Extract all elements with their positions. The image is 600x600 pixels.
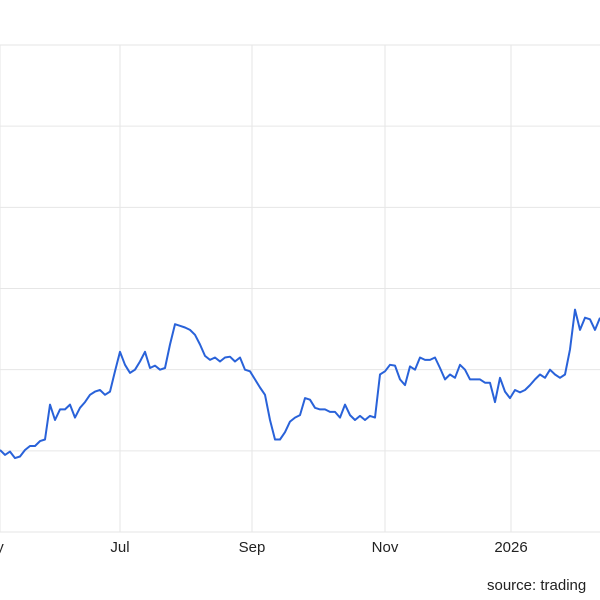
x-tick-label: 2026 [494,539,527,556]
source-note: source: trading [487,577,586,594]
x-tick-label: y [0,539,4,556]
x-tick-label: Sep [239,539,266,556]
price-line [0,308,600,460]
x-tick-label: Jul [110,539,129,556]
x-tick-label: Nov [372,539,399,556]
